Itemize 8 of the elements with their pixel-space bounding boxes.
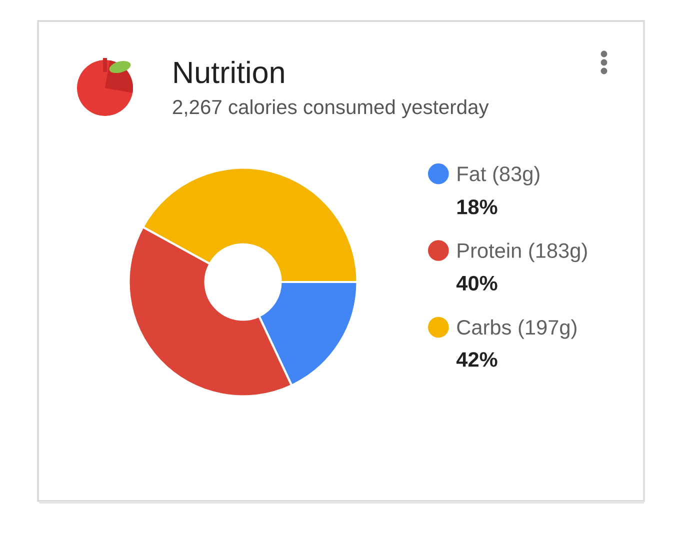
chart-subtitle: 2,267 calories consumed yesterday xyxy=(173,99,489,118)
data-label: 18% xyxy=(457,200,498,214)
data-label: 40% xyxy=(456,276,498,291)
data-label: 42% xyxy=(456,352,498,367)
legend-label: Fat (83g) xyxy=(458,166,540,186)
legend-label: Protein (183g) xyxy=(458,242,587,262)
legend-label: Carbs (197g) xyxy=(457,319,576,339)
chart-title: Nutrition xyxy=(174,60,284,84)
